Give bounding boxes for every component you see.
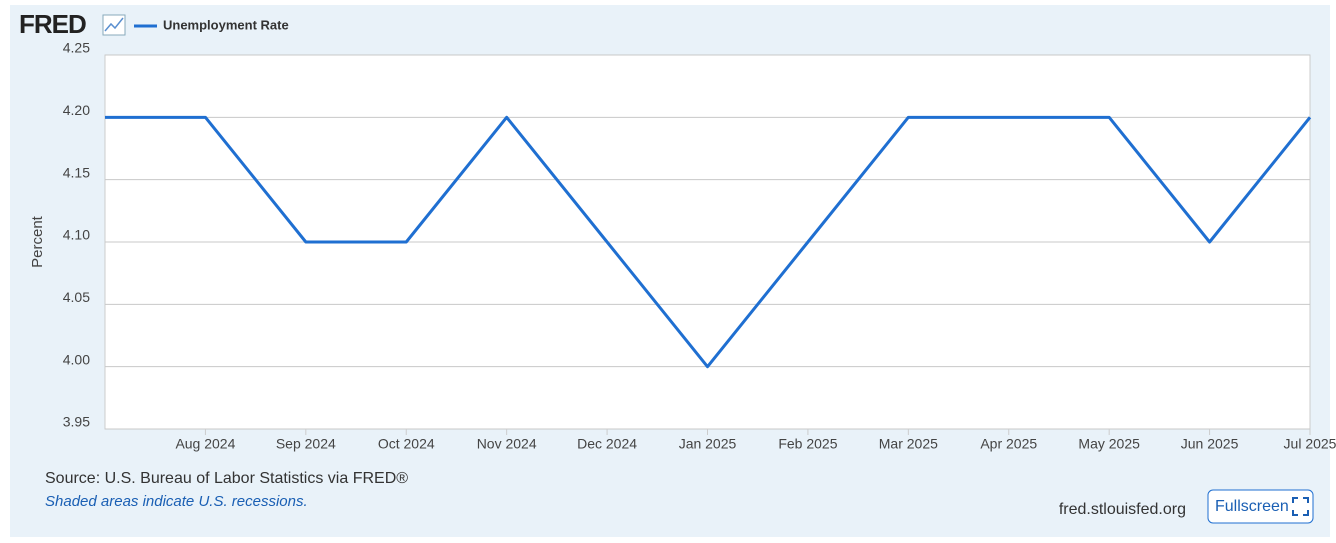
y-tick-label: 4.00 bbox=[63, 351, 90, 367]
site: fred.stlouisfed.org bbox=[1059, 501, 1186, 518]
y-tick-label: 4.25 bbox=[63, 40, 90, 56]
note: Shaded areas indicate U.S. recessions. bbox=[45, 493, 308, 510]
y-tick-label: 4.05 bbox=[63, 289, 90, 305]
x-tick-label: Sep 2024 bbox=[276, 436, 336, 452]
data-line bbox=[105, 115, 1312, 369]
y-tick-label: 4.20 bbox=[63, 102, 90, 118]
x-tick-label: Jul 2025 bbox=[1284, 436, 1336, 452]
x-tick-label: May 2025 bbox=[1078, 436, 1140, 452]
x-tick-label: Mar 2025 bbox=[879, 436, 938, 452]
plot: 3.95 4.05 4.00 4.10 4.15 4.20 4.25 Aug 2024 Sep … bbox=[63, 40, 1336, 452]
button-label[interactable]: Fullscreen bbox=[1215, 498, 1289, 515]
x-tick-label: Apr 2025 bbox=[980, 436, 1037, 452]
y-tick-label: 4.15 bbox=[63, 164, 90, 180]
legend-label: Unemployment Rate bbox=[163, 17, 289, 32]
y-axis-label: Percent bbox=[29, 215, 46, 268]
fullscreen-button[interactable]: Fullscreen bbox=[1207, 489, 1314, 524]
y-tick-label: 4.10 bbox=[63, 227, 90, 243]
y-tick-label: 3.95 bbox=[63, 414, 90, 430]
x-tick-label: Aug 2024 bbox=[175, 436, 235, 452]
x-tick-label: Nov 2024 bbox=[477, 436, 537, 452]
button-icon[interactable] bbox=[1292, 497, 1309, 516]
source: Source: U.S. Bureau of Labor Statistics … bbox=[45, 470, 408, 487]
logo: FRED bbox=[19, 9, 86, 39]
x-tick-label: Jun 2025 bbox=[1181, 436, 1239, 452]
button-frame[interactable] bbox=[1207, 489, 1314, 524]
x-tick-label: Feb 2025 bbox=[778, 436, 837, 452]
x-tick-label: Jan 2025 bbox=[679, 436, 737, 452]
x-tick-label: Dec 2024 bbox=[577, 436, 637, 452]
x-tick-label: Oct 2024 bbox=[378, 436, 435, 452]
logo-icon bbox=[102, 14, 126, 36]
